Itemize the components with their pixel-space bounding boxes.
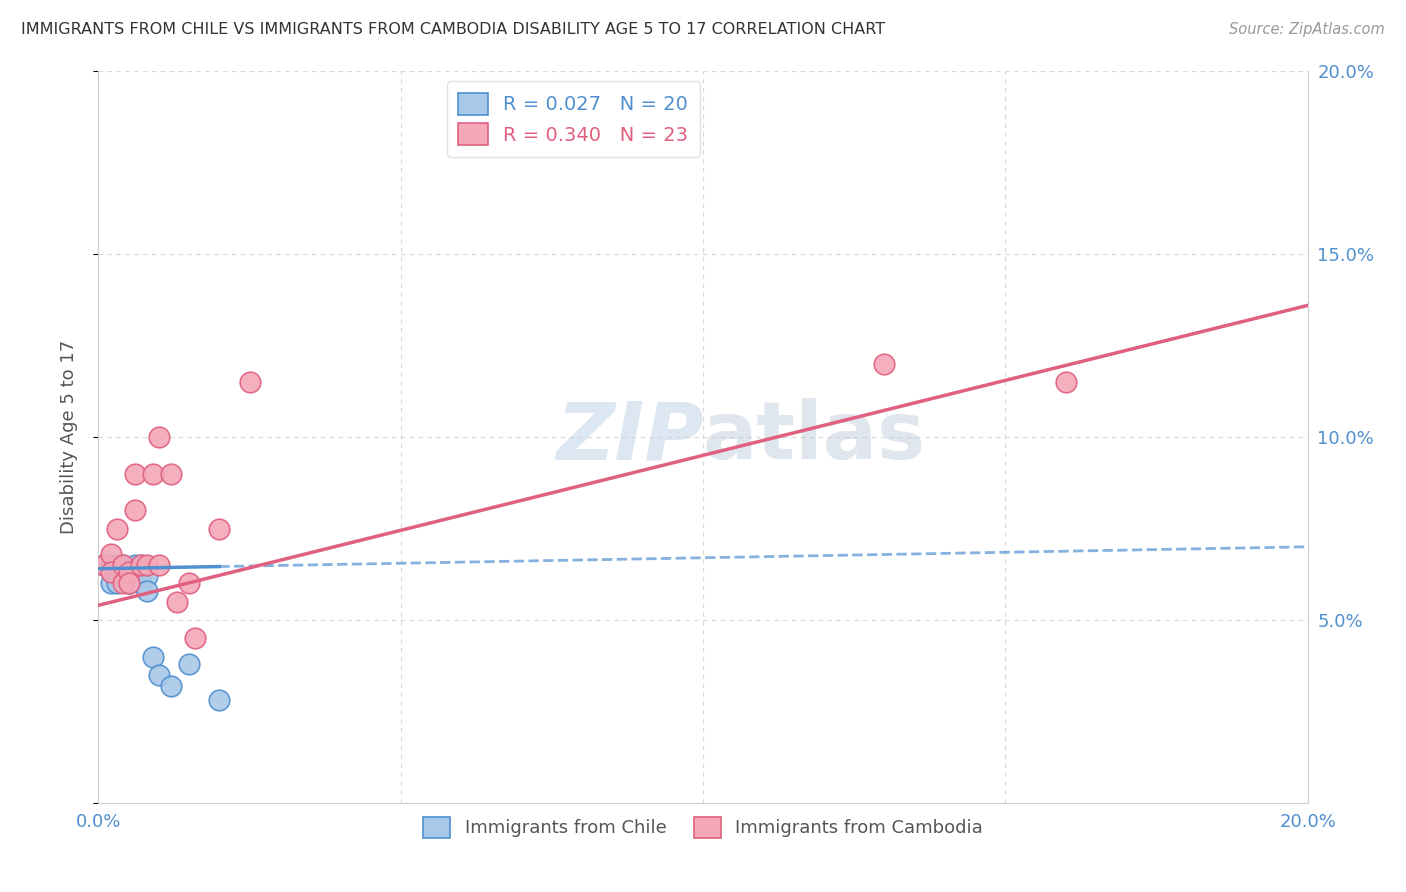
Point <box>118 566 141 580</box>
Point <box>129 558 152 573</box>
Point <box>100 558 122 573</box>
Text: atlas: atlas <box>703 398 927 476</box>
Point <box>124 558 146 573</box>
Point <box>118 576 141 591</box>
Text: Source: ZipAtlas.com: Source: ZipAtlas.com <box>1229 22 1385 37</box>
Point <box>118 576 141 591</box>
Point <box>124 573 146 587</box>
Point <box>1054 375 1077 389</box>
Point <box>179 657 201 671</box>
Point <box>118 566 141 580</box>
Point <box>105 521 128 535</box>
Point <box>142 649 165 664</box>
Point <box>100 566 122 580</box>
Text: IMMIGRANTS FROM CHILE VS IMMIGRANTS FROM CAMBODIA DISABILITY AGE 5 TO 17 CORRELA: IMMIGRANTS FROM CHILE VS IMMIGRANTS FROM… <box>21 22 886 37</box>
Point <box>148 558 170 573</box>
Point <box>135 583 157 598</box>
Point <box>93 558 115 573</box>
Point <box>105 576 128 591</box>
Point <box>239 375 262 389</box>
Point <box>93 558 115 573</box>
Point <box>111 558 134 573</box>
Point <box>184 632 207 646</box>
Point <box>129 576 152 591</box>
Point <box>148 667 170 681</box>
Point <box>160 467 183 481</box>
Point <box>124 503 146 517</box>
Point <box>166 594 188 608</box>
Point <box>208 693 231 707</box>
Point <box>160 679 183 693</box>
Point <box>111 569 134 583</box>
Point <box>148 430 170 444</box>
Point <box>124 467 146 481</box>
Text: ZIP: ZIP <box>555 398 703 476</box>
Point <box>100 576 122 591</box>
Point <box>129 558 152 573</box>
Point <box>179 576 201 591</box>
Y-axis label: Disability Age 5 to 17: Disability Age 5 to 17 <box>59 340 77 534</box>
Legend: Immigrants from Chile, Immigrants from Cambodia: Immigrants from Chile, Immigrants from C… <box>416 810 990 845</box>
Point <box>142 467 165 481</box>
Point <box>105 558 128 573</box>
Point <box>208 521 231 535</box>
Point <box>135 569 157 583</box>
Point <box>135 558 157 573</box>
Point <box>111 576 134 591</box>
Point <box>100 547 122 561</box>
Point <box>111 558 134 573</box>
Point <box>873 357 896 371</box>
